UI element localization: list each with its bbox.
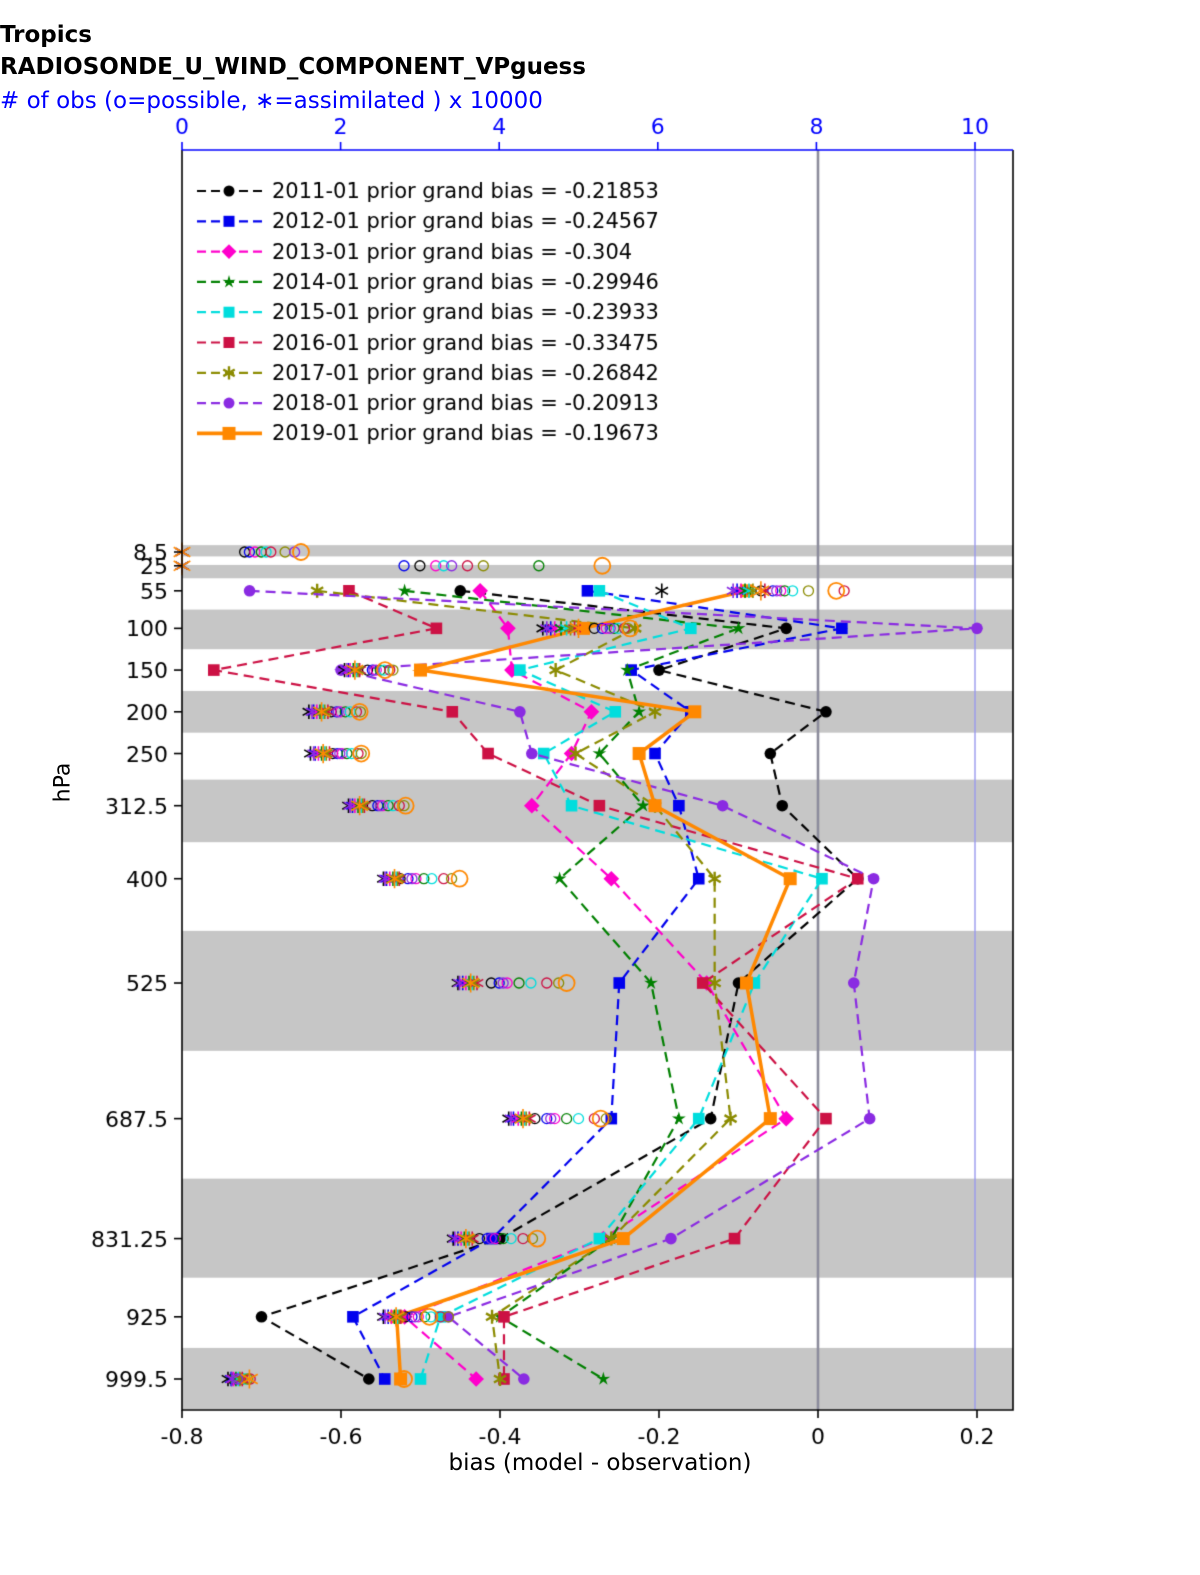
chart-title-region: Tropics xyxy=(0,22,92,48)
obs-axis-title: # of obs (o=possible, ∗=assimilated ) x … xyxy=(0,88,543,114)
x-axis-label: bias (model - observation) xyxy=(448,1450,752,1476)
chart-title-variable: RADIOSONDE_U_WIND_COMPONENT_VPguess xyxy=(0,54,586,80)
y-axis-label: hPa xyxy=(50,762,76,803)
